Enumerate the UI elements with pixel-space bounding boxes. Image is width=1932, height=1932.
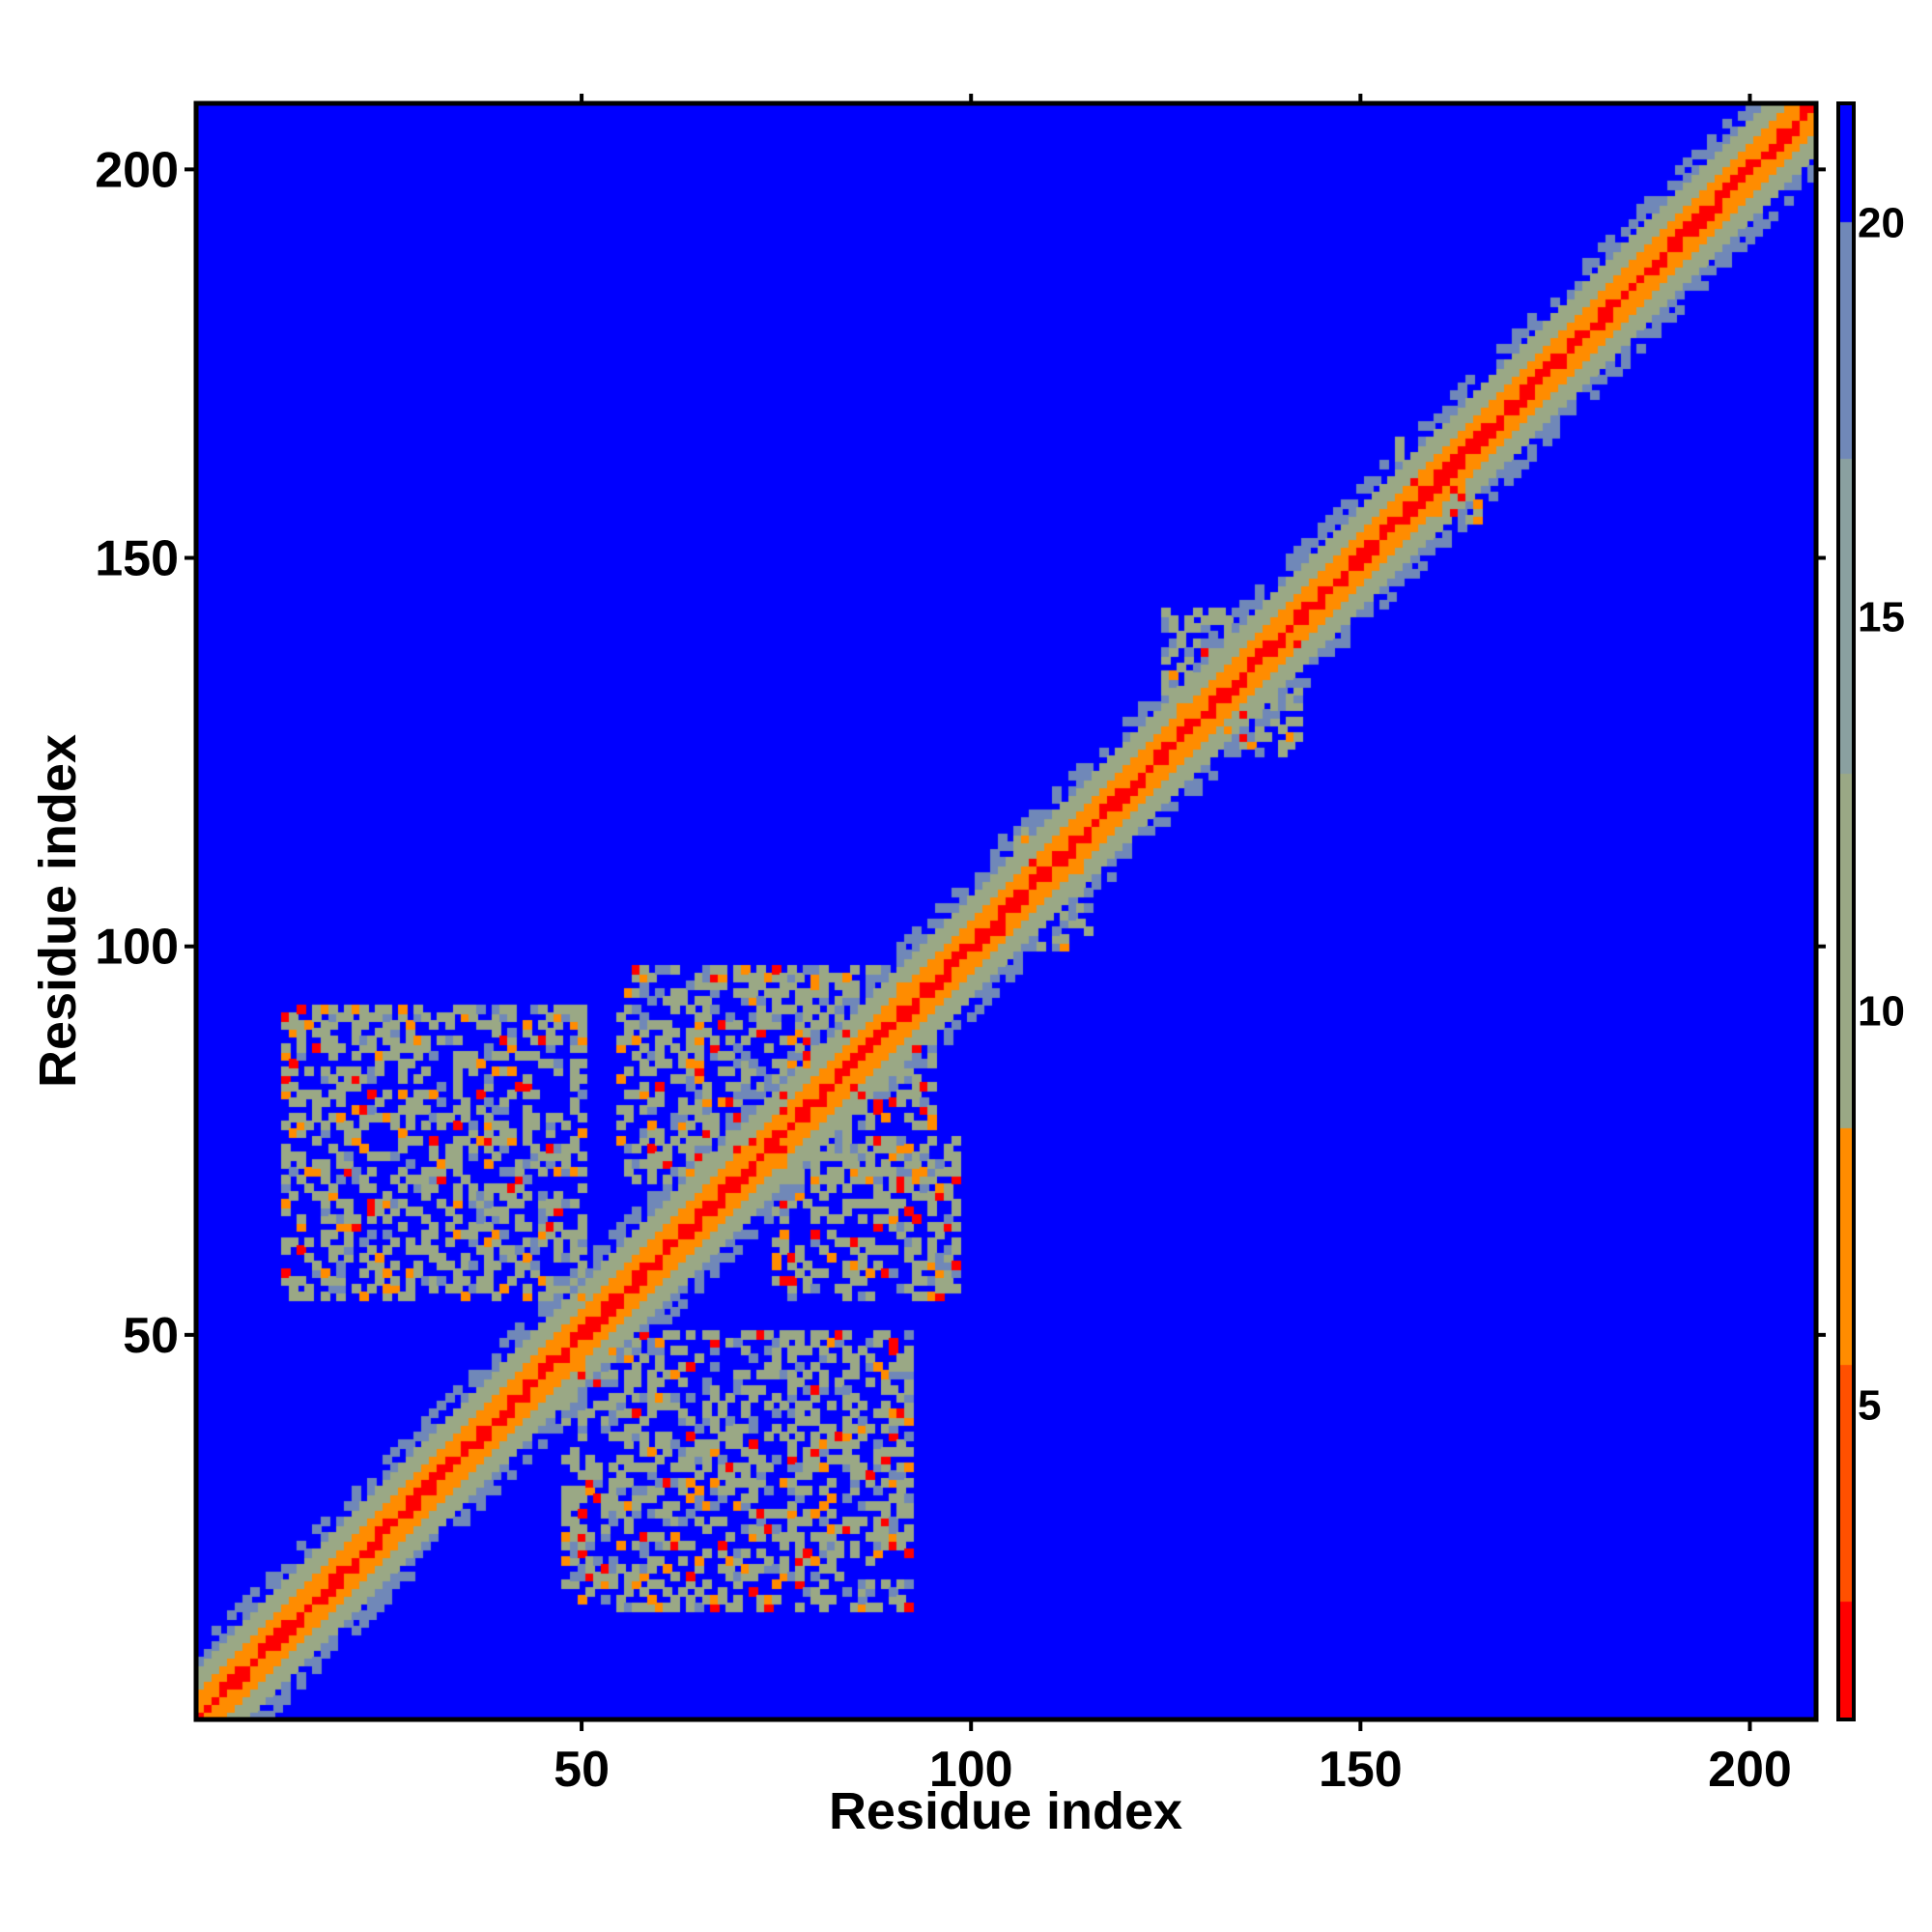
plot-frame: [193, 100, 1819, 1722]
x-tick-label: 150: [1319, 1742, 1403, 1798]
y-tick-label: 100: [95, 920, 179, 976]
y-tick-label: 150: [95, 531, 179, 587]
colorbar-gradient: [1838, 103, 1854, 1719]
y-tick-label: 50: [123, 1308, 179, 1364]
colorbar-frame: [1836, 101, 1856, 1721]
x-axis-title: Residue index: [829, 1782, 1182, 1840]
colorbar-tick-label: 15: [1858, 593, 1905, 640]
colorbar-tick-label: 5: [1858, 1382, 1881, 1430]
colorbar-ticks: 5 10 15 20: [1858, 199, 1905, 1429]
x-axis-ticks: 50 100 150 200: [554, 94, 1792, 1798]
x-tick-label: 200: [1708, 1742, 1792, 1798]
heatmap-cells: [196, 103, 1816, 1719]
y-tick-label: 200: [95, 142, 179, 198]
colorbar-tick-label: 10: [1858, 988, 1905, 1036]
x-tick-label: 100: [929, 1742, 1013, 1798]
y-axis-ticks: 50 100 150 200: [95, 142, 1826, 1364]
y-axis-title: Residue index: [29, 734, 87, 1088]
x-tick-label: 50: [554, 1742, 610, 1798]
colorbar-tick-label: 20: [1858, 199, 1905, 246]
